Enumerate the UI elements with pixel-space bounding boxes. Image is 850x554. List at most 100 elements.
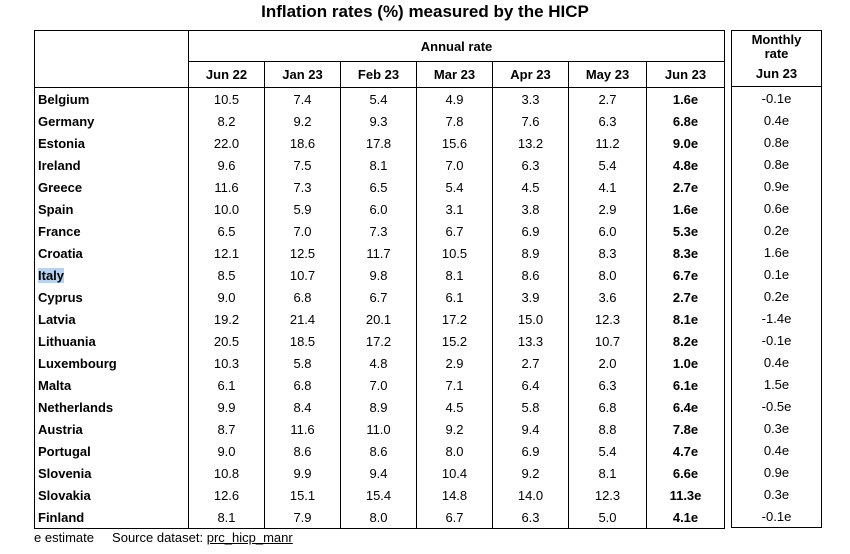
- value-cell: 8.6: [492, 264, 569, 286]
- value-cell: 8.0: [568, 264, 647, 286]
- monthly-value-cell: 0.2e: [731, 219, 822, 241]
- monthly-value-cell: -0.1e: [731, 329, 822, 351]
- value-cell: 8.5: [188, 264, 265, 286]
- value-cell: 8.8: [568, 418, 647, 440]
- value-cell: 2.7: [568, 87, 647, 110]
- value-cell: 7.0: [340, 374, 417, 396]
- source-label: Source dataset:: [112, 530, 204, 545]
- table-row: 0.4e: [731, 109, 822, 131]
- value-cell: 9.6: [188, 154, 265, 176]
- value-cell: 11.7: [340, 242, 417, 264]
- value-cell: 11.6: [264, 418, 341, 440]
- value-cell: 10.4: [416, 462, 493, 484]
- table-row: 0.3e: [731, 483, 822, 505]
- value-cell: 17.2: [416, 308, 493, 330]
- value-cell: 18.6: [264, 132, 341, 154]
- table-row: Germany 8.2 9.2 9.3 7.8 7.6 6.3 6.8e: [34, 110, 725, 132]
- value-cell: 7.6: [492, 110, 569, 132]
- value-cell: 15.6: [416, 132, 493, 154]
- value-cell: 2.9: [568, 198, 647, 220]
- value-cell: 8.1: [340, 154, 417, 176]
- value-cell: 5.4: [568, 154, 647, 176]
- value-cell: 6.8: [568, 396, 647, 418]
- value-cell: 8.7: [188, 418, 265, 440]
- value-cell: 9.3: [340, 110, 417, 132]
- country-name: Lithuania: [38, 333, 96, 349]
- value-cell: 13.2: [492, 132, 569, 154]
- value-cell: 6.3: [492, 154, 569, 176]
- value-cell: 9.2: [492, 462, 569, 484]
- value-cell: 6.5: [340, 176, 417, 198]
- value-cell: 6.8: [264, 286, 341, 308]
- country-name: Cyprus: [38, 289, 83, 305]
- table-row: Portugal 9.0 8.6 8.6 8.0 6.9 5.4 4.7e: [34, 440, 725, 462]
- monthly-value-cell: -1.4e: [731, 307, 822, 329]
- monthly-value-cell: 1.5e: [731, 373, 822, 395]
- value-cell: 6.1: [416, 286, 493, 308]
- value-cell: 4.5: [492, 176, 569, 198]
- column-header: Feb 23: [340, 61, 417, 88]
- value-cell: 7.8: [416, 110, 493, 132]
- value-cell: 2.9: [416, 352, 493, 374]
- value-cell: 6.7: [416, 506, 493, 529]
- value-cell: 20.5: [188, 330, 265, 352]
- monthly-rate-header: Monthly rate: [731, 30, 822, 61]
- monthly-header-line2: rate: [764, 46, 789, 61]
- table-row: Austria 8.7 11.6 11.0 9.2 9.4 8.8 7.8e: [34, 418, 725, 440]
- footer: e estimate Source dataset: prc_hicp_manr: [34, 530, 293, 545]
- value-cell: 7.0: [264, 220, 341, 242]
- table-row: Slovenia 10.8 9.9 9.4 10.4 9.2 8.1 6.6e: [34, 462, 725, 484]
- column-header: May 23: [568, 61, 647, 88]
- value-cell: 9.2: [264, 110, 341, 132]
- value-cell: 10.5: [416, 242, 493, 264]
- table-row: France 6.5 7.0 7.3 6.7 6.9 6.0 5.3e: [34, 220, 725, 242]
- value-cell: 6.3: [568, 374, 647, 396]
- country-name: Spain: [38, 201, 74, 217]
- value-cell: 5.4: [416, 176, 493, 198]
- monthly-value-cell: -0.1e: [731, 86, 822, 109]
- monthly-column-header: Jun 23: [731, 61, 822, 87]
- value-cell: 4.7e: [646, 440, 725, 462]
- value-cell: 9.0: [188, 440, 265, 462]
- column-header: Jun 23: [646, 61, 725, 88]
- value-cell: 6.7: [416, 220, 493, 242]
- table-row: 0.2e: [731, 285, 822, 307]
- table-title: Inflation rates (%) measured by the HICP: [261, 2, 589, 21]
- value-cell: 4.1e: [646, 506, 725, 529]
- country-name: Greece: [38, 179, 83, 195]
- value-cell: 9.8: [340, 264, 417, 286]
- value-cell: 3.9: [492, 286, 569, 308]
- value-cell: 7.3: [340, 220, 417, 242]
- value-cell: 5.3e: [646, 220, 725, 242]
- value-cell: 10.7: [568, 330, 647, 352]
- table-row: 0.4e: [731, 351, 822, 373]
- value-cell: 6.0: [340, 198, 417, 220]
- country-header-cell: [34, 30, 189, 88]
- value-cell: 8.6: [264, 440, 341, 462]
- country-name: Germany: [38, 113, 95, 129]
- table-row: Croatia 12.1 12.5 11.7 10.5 8.9 8.3 8.3e: [34, 242, 725, 264]
- table-row: Slovakia 12.6 15.1 15.4 14.8 14.0 12.3 11.3e: [34, 484, 725, 506]
- column-header: Jun 22: [188, 61, 265, 88]
- country-name: Luxembourg: [38, 355, 117, 371]
- column-header: Apr 23: [492, 61, 569, 88]
- source-dataset-link[interactable]: prc_hicp_manr: [206, 530, 293, 545]
- table-row: Finland 8.1 7.9 8.0 6.7 6.3 5.0 4.1e: [34, 506, 725, 529]
- value-cell: 5.8: [492, 396, 569, 418]
- country-name: Croatia: [38, 245, 83, 261]
- value-cell: 1.6e: [646, 198, 725, 220]
- table-row: Belgium 10.5 7.4 5.4 4.9 3.3 2.7 1.6e: [34, 87, 725, 110]
- value-cell: 9.4: [340, 462, 417, 484]
- monthly-value-cell: 0.4e: [731, 351, 822, 373]
- value-cell: 2.7e: [646, 286, 725, 308]
- monthly-rate-table: Monthly rate Jun 23 -0.1e 0.4e 0.8e 0.8e 0.9…: [731, 30, 822, 528]
- monthly-value-cell: 1.6e: [731, 241, 822, 263]
- value-cell: 14.8: [416, 484, 493, 506]
- table-row: -0.1e: [731, 329, 822, 351]
- table-row: -0.1e: [731, 505, 822, 528]
- monthly-value-cell: 0.9e: [731, 461, 822, 483]
- value-cell: 10.8: [188, 462, 265, 484]
- monthly-value-cell: 0.3e: [731, 483, 822, 505]
- annual-rate-header: Annual rate: [188, 30, 725, 62]
- annual-rate-table: Annual rate Jun 22 Jan 23 Feb 23 Mar 23 Apr …: [34, 30, 725, 529]
